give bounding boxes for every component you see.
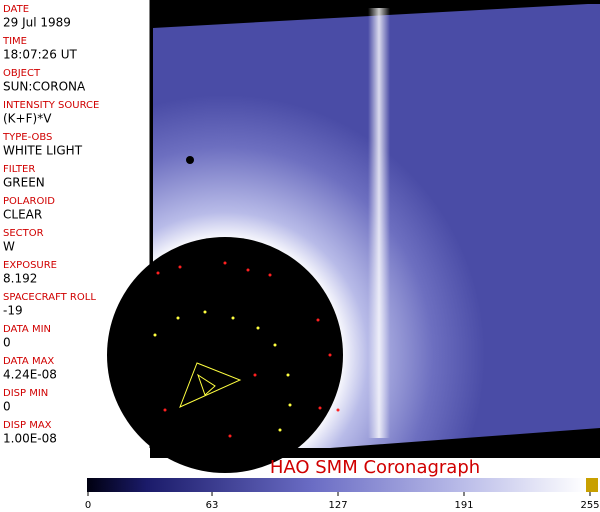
colorbar-tick-label: 127 <box>328 500 347 511</box>
field-label: FILTER <box>3 164 35 175</box>
field-label: EXPOSURE <box>3 260 57 271</box>
colorbar-tick-label: 0 <box>85 500 91 511</box>
field-value: W <box>3 240 15 254</box>
colorbar <box>87 478 586 492</box>
field-label: INTENSITY SOURCE <box>3 100 99 111</box>
field-value: 0 <box>3 400 11 414</box>
field-value: SUN:CORONA <box>3 80 86 94</box>
field-label: DATA MIN <box>3 324 51 335</box>
field-label: TIME <box>2 36 27 47</box>
field-value: 0 <box>3 336 11 350</box>
field-value: 8.192 <box>3 272 37 286</box>
field-label: SPACECRAFT ROLL <box>3 292 96 303</box>
spot <box>186 156 194 164</box>
colorbar-tick-label: 191 <box>454 500 473 511</box>
colorbar-end <box>586 478 598 492</box>
field-value: GREEN <box>3 176 45 190</box>
streamer <box>368 8 390 438</box>
field-label: DATA MAX <box>3 356 54 367</box>
field-label: TYPE-OBS <box>2 132 52 143</box>
occulter <box>107 237 343 473</box>
field-value: (K+F)*V <box>3 112 52 126</box>
field-label: DISP MAX <box>3 420 52 431</box>
field-value: 29 Jul 1989 <box>3 16 71 30</box>
image-border <box>150 448 600 458</box>
field-value: -19 <box>3 304 23 318</box>
marker-triangle-inner <box>197 373 216 396</box>
field-label: SECTOR <box>3 228 44 239</box>
field-label: POLAROID <box>3 196 55 207</box>
field-value: WHITE LIGHT <box>3 144 83 158</box>
field-value: 1.00E-08 <box>3 432 57 446</box>
field-value: 4.24E-08 <box>3 368 57 382</box>
field-value: CLEAR <box>3 208 42 222</box>
title: HAO SMM Coronagraph <box>270 457 480 478</box>
colorbar-tick-label: 255 <box>580 500 599 511</box>
field-label: OBJECT <box>3 68 41 79</box>
field-label: DISP MIN <box>3 388 48 399</box>
field-value: 18:07:26 UT <box>3 48 77 62</box>
colorbar-tick-label: 63 <box>206 500 219 511</box>
grid-dots <box>156 261 340 438</box>
field-label: DATE <box>3 4 29 15</box>
marker-triangle <box>179 362 242 408</box>
grid-dots-yellow <box>153 310 292 432</box>
